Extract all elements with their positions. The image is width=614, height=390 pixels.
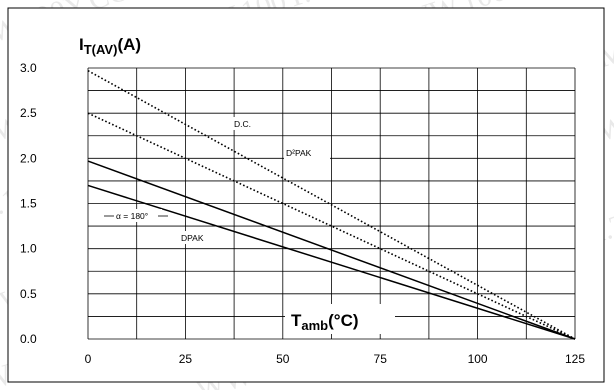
series-line [87, 70, 576, 340]
x-tick-label: 0 [85, 352, 92, 366]
y-tick-label: 2.5 [20, 106, 37, 120]
y-tick-label: 0.5 [20, 287, 37, 301]
grid [87, 67, 576, 340]
y-tick-label: 1.5 [20, 197, 37, 211]
y-tick-label: 0.0 [20, 332, 37, 346]
dc-label-bg [228, 117, 262, 130]
y-tick-label: 2.0 [20, 151, 37, 165]
alpha-label-bg [112, 209, 162, 222]
x-tick-label: 100 [468, 352, 488, 366]
x-tick-label: 75 [374, 352, 388, 366]
x-tick-label: 50 [276, 352, 290, 366]
x-axis-label: Tamb(°C) [291, 311, 359, 333]
dpak-label-bg [178, 231, 208, 244]
y-axis-label: IT(AV)(A) [79, 35, 141, 57]
series-label-d2pak: D²PAK [286, 148, 312, 158]
d2pak-label-bg [284, 145, 330, 159]
series-label-dc: D.C. [234, 119, 251, 129]
x-tick-label: 25 [179, 352, 193, 366]
series-line [87, 160, 576, 340]
y-tick-label: 1.0 [20, 242, 37, 256]
series-line [87, 184, 576, 340]
x-axis-label-bg [285, 304, 395, 334]
y-tick-label: 3.0 [20, 61, 37, 75]
tick-labels: 0 25 50 75 100 125 0.0 0.5 1.0 1.5 2.0 2.5 3.0 [20, 61, 585, 366]
series-label-alpha: α = 180° [116, 211, 148, 221]
x-tick-label: 125 [565, 352, 585, 366]
series-layer [87, 70, 576, 340]
series-label-dpak: DPAK [181, 233, 204, 243]
